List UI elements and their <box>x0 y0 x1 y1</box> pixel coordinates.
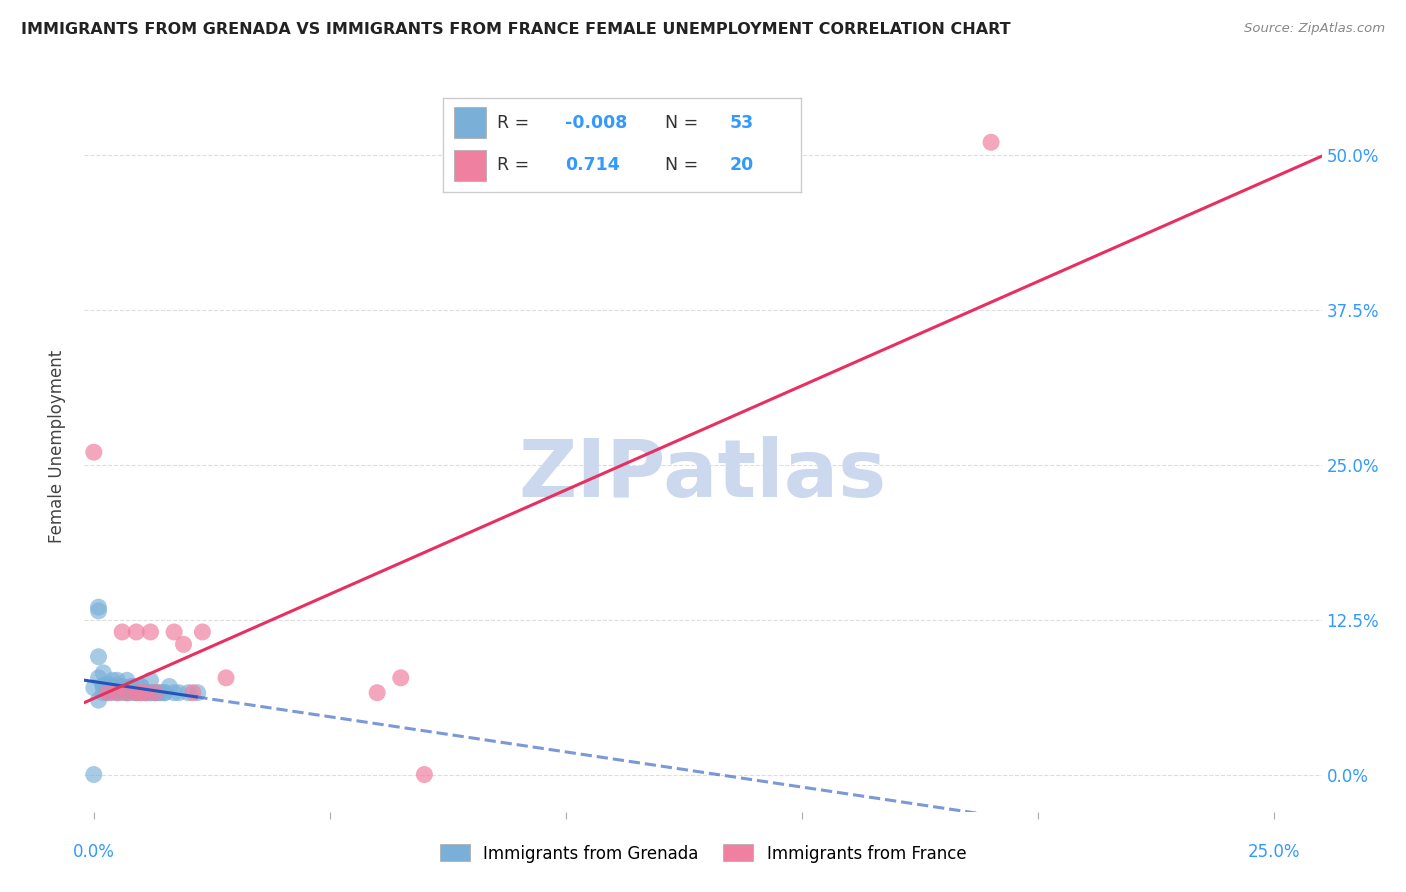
Point <box>115 686 138 700</box>
Point <box>153 686 176 700</box>
Point <box>129 686 152 700</box>
Point <box>97 686 120 700</box>
Point <box>125 686 148 700</box>
Point <box>83 767 105 781</box>
Point <box>139 624 162 639</box>
Bar <box>454 150 486 180</box>
Point <box>129 680 152 694</box>
Point <box>121 680 143 694</box>
Point <box>107 686 129 700</box>
Point <box>129 680 152 694</box>
Point <box>107 678 129 692</box>
Point <box>143 686 166 700</box>
Point <box>215 671 238 685</box>
Point <box>149 686 172 700</box>
Text: 20: 20 <box>730 156 754 174</box>
Text: IMMIGRANTS FROM GRENADA VS IMMIGRANTS FROM FRANCE FEMALE UNEMPLOYMENT CORRELATIO: IMMIGRANTS FROM GRENADA VS IMMIGRANTS FR… <box>21 22 1011 37</box>
Point <box>111 680 134 694</box>
Point <box>91 678 114 692</box>
Point <box>97 683 120 698</box>
Point <box>153 686 176 700</box>
Text: ZIPatlas: ZIPatlas <box>519 436 887 515</box>
Point <box>125 680 148 694</box>
Point <box>139 673 162 688</box>
Point <box>157 680 180 694</box>
Point <box>97 677 120 691</box>
Point <box>191 624 214 639</box>
Point <box>111 686 134 700</box>
Point <box>149 686 172 700</box>
Point <box>87 600 110 615</box>
Point <box>121 686 143 700</box>
Point <box>139 686 162 700</box>
Point <box>143 686 166 700</box>
Point <box>97 686 120 700</box>
Point <box>167 686 190 700</box>
Point <box>129 686 152 700</box>
Text: R =: R = <box>496 114 534 132</box>
Point <box>139 686 162 700</box>
Point <box>177 686 200 700</box>
Point <box>115 673 138 688</box>
Bar <box>454 108 486 138</box>
Point <box>91 665 114 680</box>
Point <box>111 680 134 694</box>
Point <box>97 680 120 694</box>
Point <box>135 686 157 700</box>
Y-axis label: Female Unemployment: Female Unemployment <box>48 350 66 542</box>
Point <box>125 686 148 700</box>
Point <box>101 673 124 688</box>
Point <box>173 637 195 651</box>
Point <box>115 686 138 700</box>
Point <box>87 649 110 664</box>
Point <box>83 445 105 459</box>
Point <box>115 686 138 700</box>
Point <box>135 686 157 700</box>
Point <box>389 671 412 685</box>
Point <box>181 686 204 700</box>
Point <box>125 686 148 700</box>
Point <box>83 681 105 695</box>
Text: R =: R = <box>496 156 534 174</box>
Point <box>101 686 124 700</box>
Point <box>187 686 209 700</box>
Point <box>125 624 148 639</box>
Point <box>143 686 166 700</box>
Point <box>107 686 129 700</box>
Point <box>91 680 114 694</box>
Point <box>413 767 436 781</box>
Text: Source: ZipAtlas.com: Source: ZipAtlas.com <box>1244 22 1385 36</box>
Point <box>980 135 1002 149</box>
Point <box>91 686 114 700</box>
Point <box>366 686 388 700</box>
Point <box>135 686 157 700</box>
Text: N =: N = <box>665 156 704 174</box>
Text: -0.008: -0.008 <box>565 114 627 132</box>
Point <box>87 671 110 685</box>
Text: N =: N = <box>665 114 704 132</box>
Legend: Immigrants from Grenada, Immigrants from France: Immigrants from Grenada, Immigrants from… <box>433 838 973 869</box>
Point <box>121 680 143 694</box>
Point <box>111 624 134 639</box>
Text: 0.714: 0.714 <box>565 156 620 174</box>
Point <box>107 673 129 688</box>
Point <box>101 680 124 694</box>
Text: 0.0%: 0.0% <box>73 843 115 861</box>
Text: 25.0%: 25.0% <box>1249 843 1301 861</box>
Point <box>163 686 186 700</box>
Point <box>87 693 110 707</box>
Point <box>107 684 129 698</box>
Point <box>163 624 186 639</box>
Text: 53: 53 <box>730 114 754 132</box>
Point <box>87 604 110 618</box>
